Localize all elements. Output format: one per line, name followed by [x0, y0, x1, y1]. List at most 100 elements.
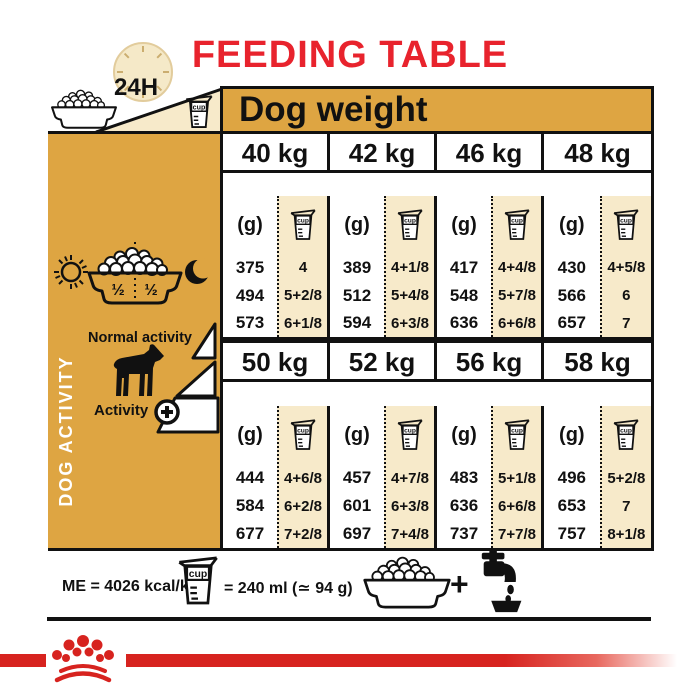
grams-unit-label: (g) — [451, 423, 477, 446]
svg-text:cup: cup — [404, 428, 416, 435]
cups-value: 6+1/8 — [284, 314, 323, 332]
cups-value: 7+7/8 — [498, 525, 537, 543]
grams-value: 496 — [557, 468, 587, 487]
metabolizable-energy-label: ME = 4026 kcal/kg — [62, 578, 199, 595]
cups-value: 7 — [622, 314, 631, 332]
food-bowl-icon — [363, 556, 451, 609]
measuring-cup-icon: cup — [504, 419, 530, 450]
svg-text:cup: cup — [297, 428, 309, 435]
svg-text:cup: cup — [511, 218, 523, 225]
grams-unit-label: (g) — [344, 213, 370, 236]
grams-value: 737 — [449, 524, 479, 543]
weight-header: 46 kg — [437, 134, 544, 173]
half-right-label: ½ — [144, 282, 157, 299]
activity-ramp-small-icon — [191, 322, 217, 360]
weight-column: (g) 430 566 657 cup 4+5/8 6 7 — [544, 196, 651, 337]
grams-value: 653 — [557, 496, 587, 515]
cups-value: 7+4/8 — [391, 525, 430, 543]
grams-unit-label: (g) — [237, 423, 263, 446]
grams-value: 389 — [342, 257, 372, 277]
cups-value: 4+5/8 — [607, 259, 646, 277]
weight-column: (g) 375 494 573 cup 4 5+2/8 6+1/8 — [223, 196, 330, 337]
weight-header: 40 kg — [223, 134, 330, 173]
measuring-cup-icon: cup — [397, 419, 423, 450]
grams-value: 657 — [557, 313, 587, 333]
cups-value: 4+1/8 — [391, 259, 430, 277]
sun-icon — [54, 255, 88, 289]
cups-value: 5+2/8 — [607, 469, 646, 487]
weight-column: (g) 444 584 677 cup 4+6/8 6+2/8 7+2/8 — [223, 406, 330, 548]
legend-divider-line — [47, 617, 651, 621]
grams-value: 548 — [449, 285, 479, 305]
weight-header: 58 kg — [544, 343, 651, 382]
cups-value: 4 — [298, 259, 308, 277]
grams-value: 457 — [342, 468, 372, 487]
activity-ramp-medium-icon — [175, 360, 217, 398]
grams-unit-label: (g) — [344, 423, 370, 446]
weight-header: 50 kg — [223, 343, 330, 382]
weight-header: 42 kg — [330, 134, 437, 173]
feeding-table-section-2: 50 kg 52 kg 56 kg 58 kg (g) 444 584 677 … — [220, 340, 654, 551]
half-half-bowl-icon: ½ ½ — [87, 242, 183, 305]
cups-value: 4+4/8 — [498, 259, 537, 277]
cups-value: 6 — [622, 287, 631, 304]
measuring-cup-icon: cup — [290, 419, 316, 450]
cups-value: 6+3/8 — [391, 497, 430, 515]
grams-unit-label: (g) — [559, 423, 585, 446]
cups-value: 5+2/8 — [284, 287, 323, 304]
grams-value: 566 — [557, 285, 587, 305]
red-band-left — [0, 654, 46, 667]
red-band-right — [126, 654, 700, 667]
cups-value: 6+3/8 — [391, 314, 430, 332]
svg-text:cup: cup — [297, 218, 309, 225]
measuring-cup-icon: cup — [177, 556, 219, 605]
hours-24h-label: 24H — [114, 74, 159, 101]
normal-activity-label: Normal activity — [88, 330, 192, 346]
grams-value: 636 — [449, 496, 479, 515]
grams-value: 375 — [235, 257, 265, 277]
weight-column: (g) 417 548 636 cup 4+4/8 5+7/8 6+6/8 — [437, 196, 544, 337]
grams-value: 512 — [342, 285, 372, 305]
weight-column: (g) 457 601 697 cup 4+7/8 6+3/8 7+4/8 — [330, 406, 437, 548]
activity-label: Activity — [94, 402, 149, 419]
page-title: FEEDING TABLE — [191, 34, 509, 76]
dog-silhouette-icon — [113, 344, 164, 396]
svg-text:cup: cup — [404, 218, 416, 225]
measuring-cup-icon: cup — [397, 209, 423, 240]
svg-text:cup: cup — [620, 428, 632, 435]
grams-unit-label: (g) — [559, 213, 585, 236]
svg-text:cup: cup — [189, 569, 208, 580]
grams-value: 677 — [235, 524, 265, 543]
cups-value: 6+2/8 — [284, 497, 323, 515]
grams-value: 601 — [342, 496, 372, 515]
half-left-label: ½ — [111, 282, 124, 299]
grams-value: 430 — [557, 257, 587, 277]
cups-value: 8+1/8 — [607, 525, 646, 543]
cups-value: 6+6/8 — [498, 497, 537, 515]
cups-value: 4+6/8 — [284, 469, 323, 487]
grams-value: 757 — [557, 524, 587, 543]
clock-icon — [113, 42, 173, 102]
weight-column: (g) 483 636 737 cup 5+1/8 6+6/8 7+7/8 — [437, 406, 544, 548]
cup-equivalence-label: = 240 ml (≃ 94 g) — [224, 580, 353, 597]
weight-header: 52 kg — [330, 343, 437, 382]
cup-icon-label: cup — [193, 103, 206, 111]
cups-value: 5+1/8 — [498, 469, 537, 487]
grams-unit-label: (g) — [237, 213, 263, 236]
weight-column: (g) 496 653 757 cup 5+2/8 7 8+1/8 — [544, 406, 651, 548]
dog-weight-header: Dog weight — [220, 86, 654, 134]
measuring-cup-icon: cup — [504, 209, 530, 240]
measuring-cup-icon: cup — [290, 209, 316, 240]
table-corner-diagonal — [95, 87, 223, 134]
water-tap-icon — [481, 549, 522, 613]
moon-icon — [185, 258, 213, 284]
cups-value: 4+7/8 — [391, 469, 430, 487]
activity-plus-icon — [154, 399, 180, 425]
dog-activity-panel — [48, 131, 220, 551]
grams-value: 594 — [342, 313, 372, 333]
plus-sign: + — [450, 566, 469, 602]
cups-value: 7+2/8 — [284, 525, 323, 543]
grams-value: 417 — [449, 257, 479, 277]
dog-activity-vertical-label: DOG ACTIVITY — [56, 355, 76, 507]
